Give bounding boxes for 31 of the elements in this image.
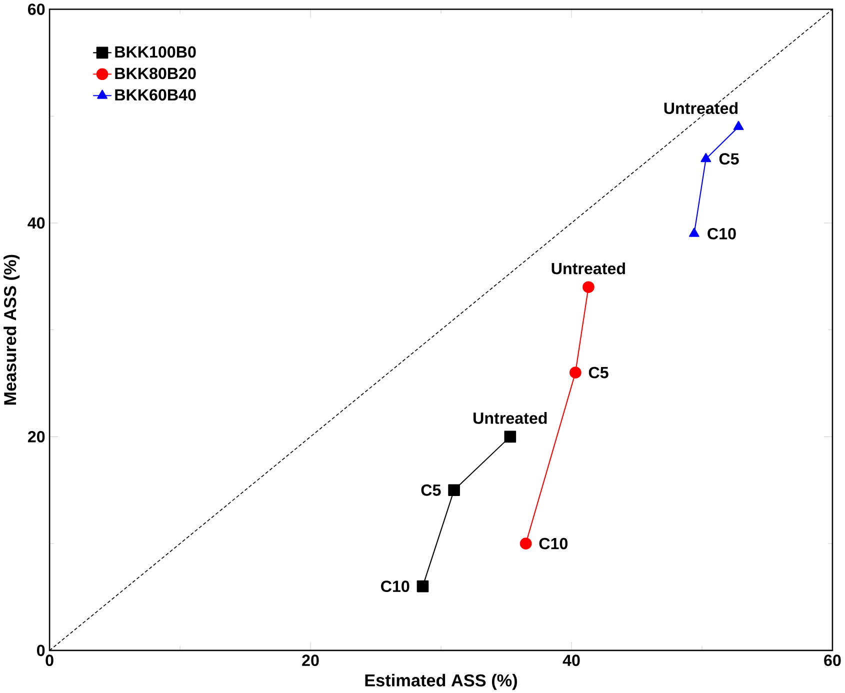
y-tick-label: 0 bbox=[37, 644, 45, 656]
y-tick-label: 20 bbox=[28, 430, 45, 442]
point bbox=[700, 152, 712, 162]
point bbox=[688, 228, 700, 237]
point bbox=[570, 366, 582, 378]
legend-label: BKK80B20 bbox=[115, 68, 196, 79]
annotation: C10 bbox=[539, 538, 568, 550]
point bbox=[416, 580, 429, 592]
x-axis-title: Estimated ASS (%) bbox=[365, 674, 517, 690]
legend-label: BKK100B0 bbox=[115, 46, 196, 58]
annotation: C5 bbox=[719, 152, 739, 164]
x-tick-label: 20 bbox=[302, 654, 319, 666]
annotation: C10 bbox=[708, 228, 736, 240]
annotation: Untreated bbox=[664, 102, 738, 114]
point bbox=[520, 537, 532, 550]
point bbox=[733, 120, 744, 130]
point bbox=[448, 484, 460, 496]
legend-label: BKK60B40 bbox=[115, 88, 196, 100]
annotation: Untreated bbox=[474, 412, 547, 424]
point bbox=[582, 280, 594, 293]
point bbox=[504, 430, 516, 442]
y-tick-label: 40 bbox=[28, 217, 45, 228]
y-axis-title: Measured ASS (%) bbox=[4, 254, 20, 404]
annotation: C5 bbox=[588, 366, 608, 378]
x-tick-label: 0 bbox=[46, 654, 54, 666]
y-tick-label: 60 bbox=[28, 3, 45, 15]
x-tick-label: 40 bbox=[562, 654, 580, 666]
annotation: C10 bbox=[381, 580, 410, 592]
annotation: Untreated bbox=[552, 262, 625, 274]
x-tick-label: 60 bbox=[824, 654, 841, 666]
annotation: C5 bbox=[421, 484, 441, 496]
